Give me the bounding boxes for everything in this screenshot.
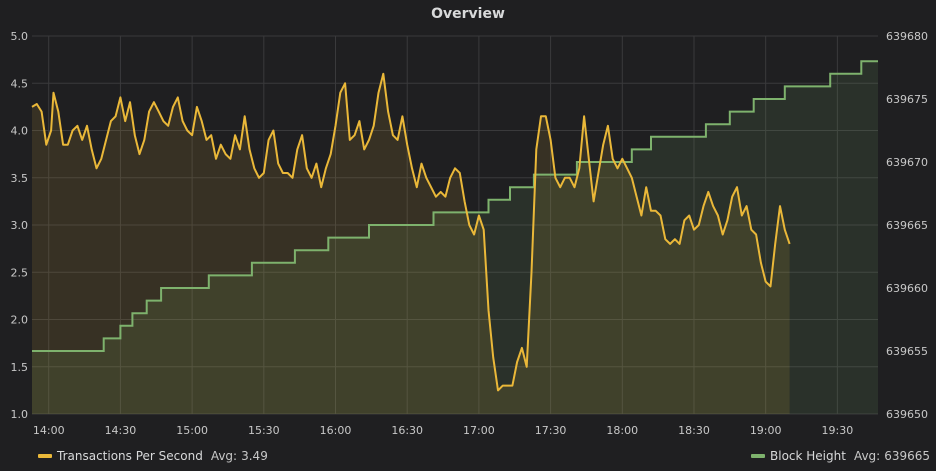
x-tick-label: 15:30 [248, 424, 280, 437]
legend-avg-label-tps: Avg: [210, 449, 238, 463]
legend-avg-value-tps: 3.49 [241, 449, 268, 463]
y-right-tick-label: 639660 [886, 282, 928, 295]
y-right-tick-label: 639655 [886, 345, 928, 358]
x-tick-label: 18:00 [606, 424, 638, 437]
x-tick-label: 17:30 [535, 424, 567, 437]
legend-avg-label-block-height: Avg: [853, 449, 881, 463]
y-left-tick-label: 3.5 [11, 172, 29, 185]
y-left-tick-label: 4.5 [11, 77, 29, 90]
y-right-tick-label: 639650 [886, 408, 928, 421]
series-lines [31, 60, 878, 392]
y-right-tick-label: 639665 [886, 219, 928, 232]
y-axis-right: 639650 639655 639660 639665 639670 639675 6396… [886, 30, 928, 421]
x-tick-label: 14:30 [105, 424, 137, 437]
x-tick-label: 19:00 [750, 424, 782, 437]
y-left-tick-label: 1.0 [11, 408, 29, 421]
x-tick-label: 17:00 [463, 424, 495, 437]
y-left-tick-label: 1.5 [11, 361, 29, 374]
series-fills [32, 61, 878, 415]
y-left-tick-label: 5.0 [11, 30, 29, 43]
y-left-tick-label: 2.5 [11, 266, 29, 279]
legend-item-tps[interactable]: Transactions Per Second Avg: 3.49 [38, 449, 268, 463]
y-left-tick-label: 2.0 [11, 314, 29, 327]
x-tick-label: 15:00 [176, 424, 208, 437]
legend-label-block-height: Block Height [770, 449, 846, 463]
y-axis-left: 1.0 1.5 2.0 2.5 3.0 3.5 4.0 4.5 5.0 [11, 30, 29, 421]
x-tick-label: 18:30 [678, 424, 710, 437]
y-left-tick-label: 3.0 [11, 219, 29, 232]
y-right-tick-label: 639680 [886, 30, 928, 43]
block-height-area [32, 61, 878, 414]
y-left-tick-label: 4.0 [11, 125, 29, 138]
x-axis: 14:00 14:30 15:00 15:30 16:00 16:30 17:00 17:30… [33, 424, 853, 437]
grid [32, 35, 878, 415]
block-height-line [32, 60, 878, 352]
legend-swatch-tps [38, 454, 52, 458]
x-tick-label: 16:00 [320, 424, 352, 437]
x-tick-label: 16:30 [391, 424, 423, 437]
y-right-tick-label: 639670 [886, 156, 928, 169]
tps-line [31, 72, 791, 392]
tps-area [32, 73, 790, 415]
legend-swatch-block-height [751, 454, 765, 458]
legend-item-block-height[interactable]: Block Height Avg: 639665 [751, 449, 930, 463]
y-right-tick-label: 639675 [886, 93, 928, 106]
legend-avg-value-block-height: 639665 [884, 449, 931, 463]
x-tick-label: 19:30 [822, 424, 854, 437]
x-tick-label: 14:00 [33, 424, 65, 437]
panel-title: Overview [431, 6, 505, 22]
legend-label-tps: Transactions Per Second [57, 449, 203, 463]
